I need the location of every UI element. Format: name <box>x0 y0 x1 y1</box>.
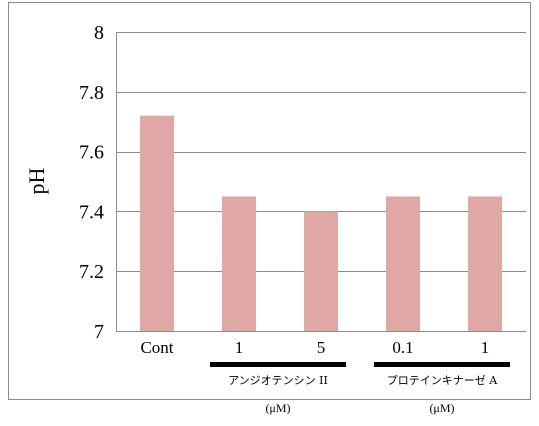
group-label: アンジオテンシン II <box>228 374 328 387</box>
x-tick-labels: Cont 1 5 0.1 1 <box>140 338 489 357</box>
x-tick-label: 1 <box>235 338 244 357</box>
x-tick-label: Cont <box>140 338 173 357</box>
y-tick-label: 7.4 <box>79 201 104 223</box>
y-tick-label: 8 <box>94 22 104 44</box>
y-tick-label: 7 <box>94 321 104 343</box>
y-tick-label: 7.6 <box>79 142 104 164</box>
bar <box>468 196 502 331</box>
group-bracket <box>210 362 346 367</box>
y-tick-label: 7.2 <box>79 261 104 283</box>
bar <box>386 196 420 331</box>
group-label: プロテインキナーゼ A <box>387 374 498 387</box>
bars <box>140 115 502 331</box>
x-tick-label: 0.1 <box>392 338 413 357</box>
bar <box>222 196 256 331</box>
chart-frame <box>8 2 531 400</box>
x-tick-label: 1 <box>481 338 490 357</box>
group-bracket <box>374 362 510 367</box>
y-tick-label: 7.8 <box>79 82 104 104</box>
bar <box>304 211 338 331</box>
y-axis-label: pH <box>24 167 49 194</box>
group-unit: (μM) <box>429 401 454 415</box>
bar <box>140 115 174 331</box>
group-annotations: アンジオテンシン II (μM) プロテインキナーゼ A (μM) <box>210 362 510 415</box>
group-unit: (μM) <box>265 401 290 415</box>
x-tick-label: 5 <box>317 338 326 357</box>
y-tick-labels: 7 7.2 7.4 7.6 7.8 8 <box>79 22 104 343</box>
